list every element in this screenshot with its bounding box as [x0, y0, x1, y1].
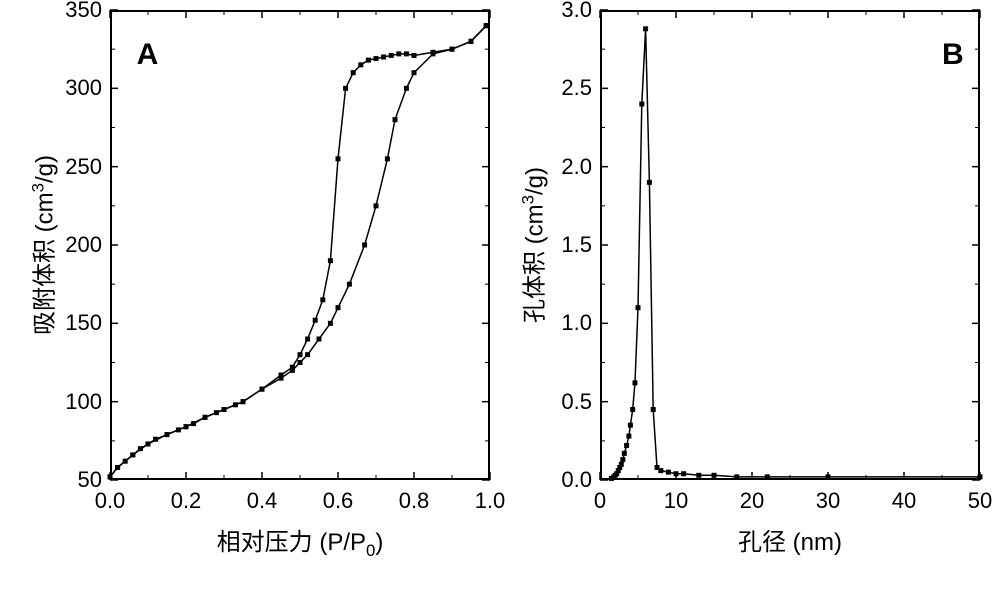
panel-b-xlabel: 孔径 (nm) — [738, 522, 842, 557]
marker-pore-size-distribution — [681, 471, 686, 476]
ytick-label: 350 — [65, 0, 102, 23]
marker-pore-size-distribution — [666, 470, 671, 475]
ytick-label: 3.0 — [561, 0, 592, 23]
marker-pore-size-distribution — [622, 451, 627, 456]
xtick-label: 40 — [892, 488, 916, 514]
ytick-label: 150 — [65, 310, 102, 336]
marker-pore-size-distribution — [674, 471, 679, 476]
xtick-label: 50 — [968, 488, 992, 514]
ytick-label: 1.5 — [561, 232, 592, 258]
ytick-label: 250 — [65, 154, 102, 180]
ytick-label: 50 — [78, 467, 102, 493]
ytick-label: 300 — [65, 75, 102, 101]
xtick-label: 0.4 — [247, 488, 278, 514]
xtick-label: 0.6 — [323, 488, 354, 514]
marker-pore-size-distribution — [978, 474, 983, 479]
marker-pore-size-distribution — [765, 474, 770, 479]
marker-pore-size-distribution — [696, 473, 701, 478]
panel-b-label: B — [942, 38, 964, 72]
marker-pore-size-distribution — [632, 380, 637, 385]
xtick-label: 20 — [740, 488, 764, 514]
ytick-label: 100 — [65, 389, 102, 415]
ytick-label: 2.5 — [561, 75, 592, 101]
marker-pore-size-distribution — [639, 102, 644, 107]
marker-pore-size-distribution — [626, 434, 631, 439]
ytick-label: 0.5 — [561, 389, 592, 415]
xtick-label: 1.0 — [475, 488, 506, 514]
marker-pore-size-distribution — [628, 423, 633, 428]
xtick-label: 10 — [664, 488, 688, 514]
ytick-label: 0.0 — [561, 467, 592, 493]
marker-pore-size-distribution — [619, 462, 624, 467]
xtick-label: 0.2 — [171, 488, 202, 514]
figure-canvas: A 吸附体积 (cm3/g) 相对压力 (P/P0) B 孔体积 (cm3/g)… — [0, 0, 1000, 592]
marker-pore-size-distribution — [647, 180, 652, 185]
marker-pore-size-distribution — [658, 468, 663, 473]
marker-pore-size-distribution — [651, 407, 656, 412]
xtick-label: 30 — [816, 488, 840, 514]
ytick-label: 200 — [65, 232, 102, 258]
marker-pore-size-distribution — [630, 407, 635, 412]
ytick-label: 1.0 — [561, 310, 592, 336]
marker-pore-size-distribution — [624, 443, 629, 448]
marker-pore-size-distribution — [826, 474, 831, 479]
marker-pore-size-distribution — [620, 457, 625, 462]
marker-pore-size-distribution — [734, 474, 739, 479]
xtick-label: 0 — [594, 488, 606, 514]
marker-pore-size-distribution — [636, 305, 641, 310]
marker-pore-size-distribution — [643, 26, 648, 31]
panel-b-ylabel: 孔体积 (cm3/g) — [515, 167, 550, 323]
ytick-label: 2.0 — [561, 154, 592, 180]
marker-pore-size-distribution — [712, 473, 717, 478]
xtick-label: 0.8 — [399, 488, 430, 514]
series-pore-size-distribution — [611, 29, 980, 479]
